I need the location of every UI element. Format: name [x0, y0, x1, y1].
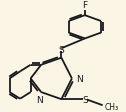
Text: CH₃: CH₃: [104, 102, 118, 111]
Text: F: F: [82, 1, 87, 10]
Text: S: S: [58, 46, 64, 55]
Text: N: N: [76, 74, 83, 83]
Text: S: S: [82, 95, 88, 104]
Text: N: N: [36, 95, 43, 104]
